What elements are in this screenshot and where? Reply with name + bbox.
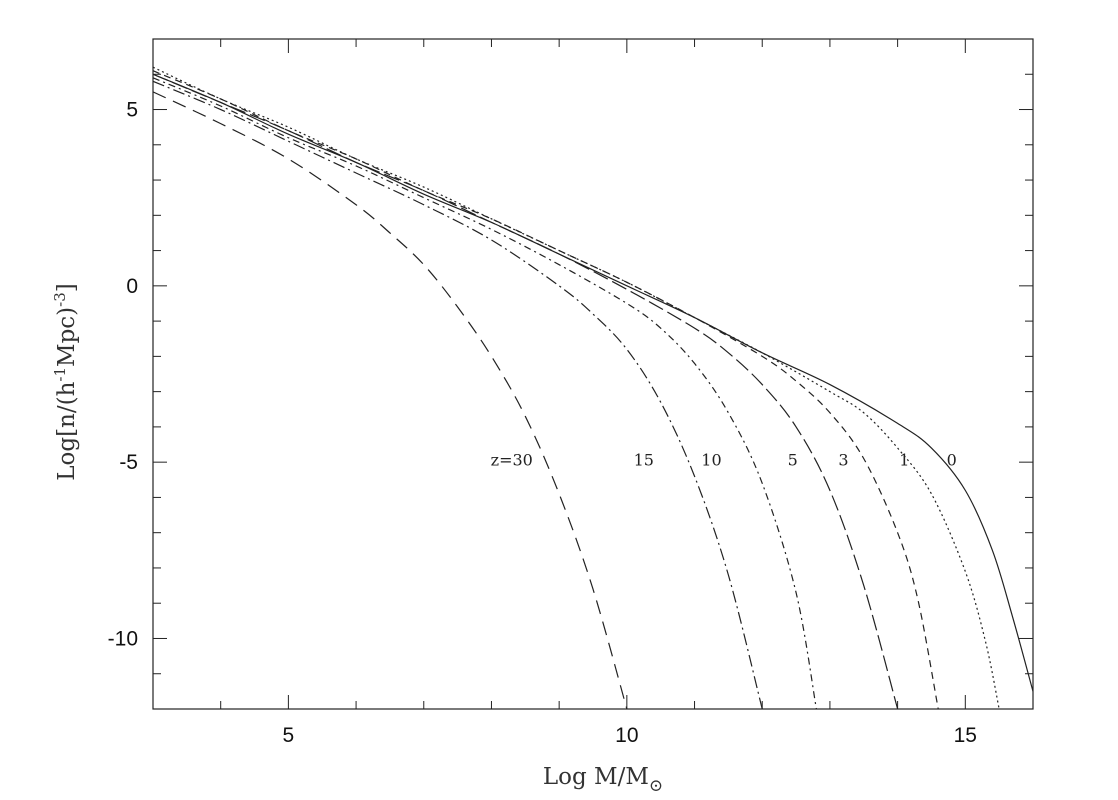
curve-label-1: 1 [899, 451, 909, 470]
x-axis-label-main: Log M/M [543, 764, 649, 790]
plot-frame [152, 38, 1034, 710]
curve-10 [153, 77, 817, 709]
y-tick-label: 5 [126, 99, 138, 122]
curve-5 [153, 73, 899, 709]
x-tick-label: 5 [283, 724, 295, 747]
curve-0 [153, 73, 1033, 692]
curve-label-3: 3 [838, 451, 848, 470]
curve-label-0: 0 [947, 451, 957, 470]
y-axis-label-sup: -1 [51, 367, 69, 382]
curve-label-5: 5 [788, 451, 798, 470]
curve-15 [153, 80, 763, 709]
y-tick-label: -10 [108, 627, 138, 650]
curve-z30 [153, 91, 628, 709]
curve-1 [153, 66, 1000, 709]
y-tick-label: 0 [126, 275, 138, 298]
y-axis-label-sup: -3 [51, 292, 69, 307]
curve-3 [153, 70, 939, 709]
curve-label-10: 10 [701, 451, 721, 470]
x-axis-label: Log M/M⊙ [543, 764, 663, 796]
x-tick-label: 15 [954, 724, 977, 747]
y-axis-label-part: ] [54, 283, 80, 292]
y-axis-label-part: Mpc) [54, 307, 80, 367]
curve-label-15: 15 [634, 451, 654, 470]
y-tick-label: -5 [119, 451, 138, 474]
y-axis-label: Log[n/(h-1Mpc)-3] [51, 283, 80, 481]
y-axis-label-part: Log[n/(h [54, 381, 80, 480]
x-tick-label: 10 [615, 724, 638, 747]
curve-label-z30: z=30 [491, 451, 533, 470]
x-axis-label-sub: ⊙ [649, 776, 663, 796]
